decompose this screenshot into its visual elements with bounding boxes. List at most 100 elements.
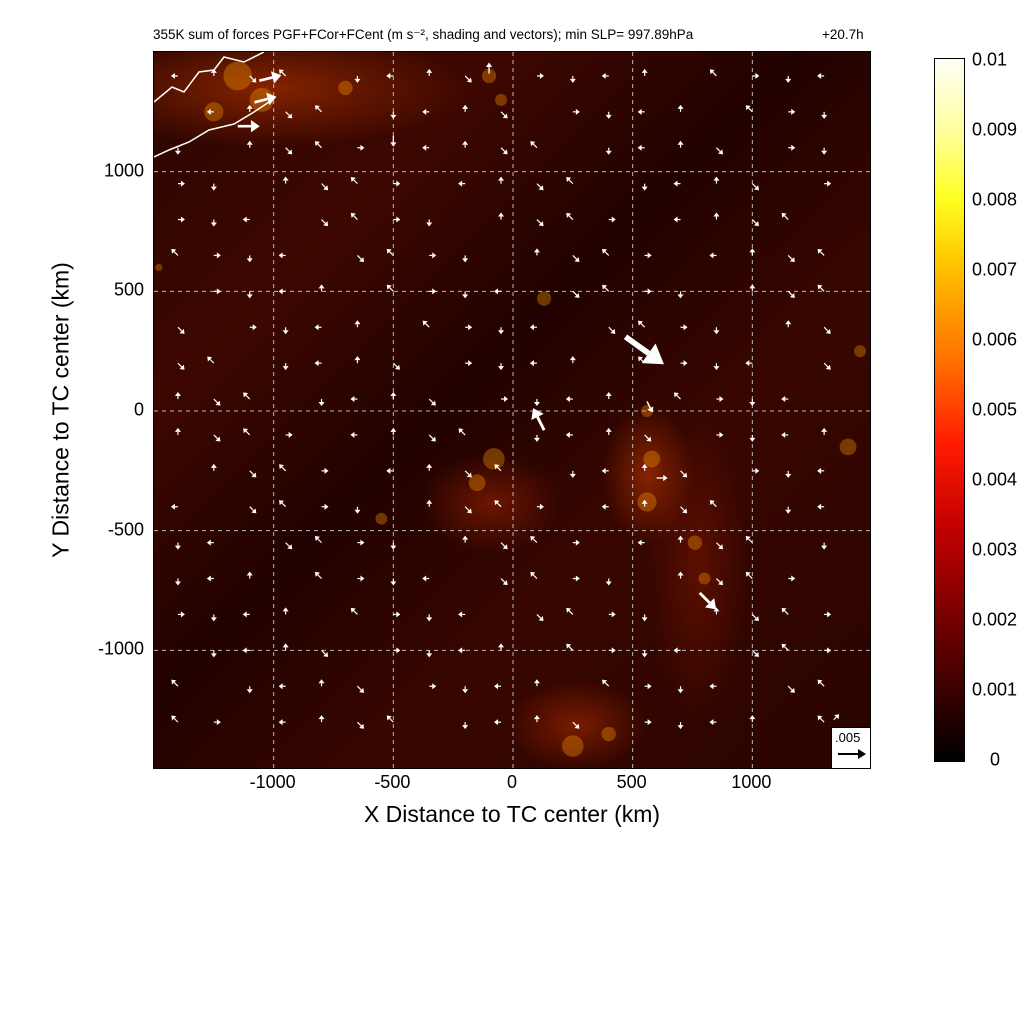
field-vector: [170, 503, 178, 510]
colorbar-tick-label: 0.003: [972, 539, 1018, 560]
field-vector: [357, 575, 365, 582]
hot-spot: [637, 492, 657, 512]
x-tick-label: 0: [506, 772, 518, 792]
reference-vector-label: .005: [835, 730, 861, 745]
field-vector: [677, 571, 684, 579]
field-vector: [787, 685, 795, 693]
field-vector: [386, 284, 394, 292]
field-vector: [357, 721, 365, 729]
field-vector: [716, 431, 724, 438]
field-vector: [426, 219, 433, 227]
hot-spot: [223, 61, 253, 91]
field-vector: [498, 176, 505, 184]
field-vector: [282, 176, 289, 184]
field-vector: [752, 467, 760, 474]
field-vector: [321, 219, 329, 227]
field-vector: [393, 216, 401, 223]
field-vector: [533, 434, 540, 442]
field-vector: [429, 683, 437, 690]
field-vector: [572, 255, 580, 263]
field-vector: [242, 647, 250, 654]
field-vector: [462, 535, 469, 543]
field-vector: [817, 284, 825, 292]
field-vector: [321, 183, 329, 191]
chart-title: 355K sum of forces PGF+FCor+FCent (m s⁻²…: [153, 27, 694, 42]
x-axis-label: X Distance to TC center (km): [363, 801, 661, 827]
field-vector: [713, 607, 720, 615]
field-vector: [817, 248, 825, 256]
field-vector: [751, 183, 759, 191]
force-vector: [531, 408, 546, 431]
field-vector: [390, 392, 397, 400]
field-vector: [680, 470, 688, 478]
field-vector: [500, 578, 508, 586]
field-vector: [641, 499, 648, 507]
field-vector: [462, 140, 469, 148]
field-vector: [279, 500, 287, 508]
field-vector: [171, 715, 179, 723]
field-vector: [501, 396, 509, 403]
field-vector: [357, 255, 365, 263]
field-vector: [709, 683, 717, 690]
field-vector: [565, 396, 573, 403]
hot-spot: [495, 93, 508, 106]
force-vector: [623, 334, 664, 365]
field-vector: [171, 679, 179, 687]
field-vector: [817, 467, 825, 474]
field-vector: [533, 399, 540, 407]
field-vector: [278, 252, 286, 259]
field-vector: [422, 108, 430, 115]
x-tick-label: 500: [616, 772, 647, 792]
field-vector: [462, 686, 469, 694]
field-vector: [278, 683, 286, 690]
field-vector: [787, 255, 795, 263]
field-vector: [781, 431, 789, 438]
force-vector: [833, 714, 840, 721]
field-vector: [422, 144, 430, 151]
field-vector: [787, 290, 795, 298]
field-vector: [321, 503, 329, 510]
field-vector: [821, 542, 828, 550]
field-vector: [641, 614, 648, 622]
x-tick-label: 1000: [731, 772, 772, 792]
field-vector: [605, 392, 612, 400]
colorbar: [934, 58, 965, 762]
field-vector: [533, 715, 540, 723]
field-vector: [210, 650, 217, 658]
field-vector: [572, 108, 580, 115]
field-vector: [390, 427, 397, 435]
y-tick-label: -500: [107, 519, 144, 540]
field-vector: [354, 320, 361, 328]
field-vector: [641, 463, 648, 471]
y-axis-label: Y Distance to TC center (km): [47, 262, 74, 558]
field-vector: [210, 463, 217, 471]
field-vector: [246, 255, 253, 263]
force-vector: [698, 591, 717, 610]
field-vector: [314, 360, 322, 367]
hot-spot: [536, 291, 552, 306]
colorbar-tick-label: 0.006: [972, 329, 1018, 350]
field-vector: [494, 683, 502, 690]
field-vector: [282, 643, 289, 651]
field-vector: [314, 105, 322, 113]
field-vector: [785, 320, 792, 328]
field-vector: [673, 216, 681, 223]
field-vector: [174, 578, 181, 586]
field-vector: [177, 180, 185, 187]
field-vector: [823, 362, 831, 370]
field-vector: [751, 219, 759, 227]
field-vector: [177, 216, 185, 223]
field-vector: [817, 715, 825, 723]
force-vector: [646, 401, 654, 413]
field-vector: [213, 288, 221, 295]
field-vector: [788, 144, 796, 151]
field-vector: [282, 607, 289, 615]
field-vector: [207, 356, 215, 364]
field-vector: [781, 212, 789, 220]
field-vector: [823, 326, 831, 334]
hot-spot: [562, 735, 584, 757]
field-vector: [393, 180, 401, 187]
field-vector: [565, 431, 573, 438]
hot-spot: [854, 345, 867, 358]
colorbar-tick-label: 0.004: [972, 469, 1018, 490]
